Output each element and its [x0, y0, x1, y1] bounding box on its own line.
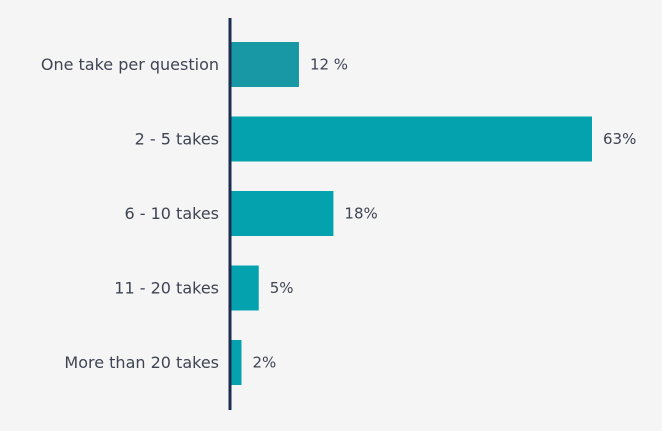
category-tick-label: More than 20 takes	[64, 353, 219, 372]
data-label: 18%	[344, 205, 377, 223]
bar	[230, 265, 259, 311]
bar	[230, 340, 242, 385]
data-label: 12 %	[310, 56, 348, 74]
data-label: 63%	[603, 130, 636, 148]
bar	[230, 116, 592, 162]
bar	[230, 191, 334, 236]
data-label: 5%	[270, 279, 294, 297]
data-label: 2%	[252, 354, 276, 372]
category-tick-label: 11 - 20 takes	[114, 279, 219, 298]
bar	[230, 42, 299, 87]
category-tick-label: 2 - 5 takes	[135, 130, 219, 149]
bars-group	[230, 42, 592, 385]
category-tick-label: 6 - 10 takes	[124, 204, 219, 223]
category-tick-label: One take per question	[41, 55, 219, 74]
labels-group: One take per question 12 % 2 - 5 takes 63% 6…	[41, 55, 637, 372]
